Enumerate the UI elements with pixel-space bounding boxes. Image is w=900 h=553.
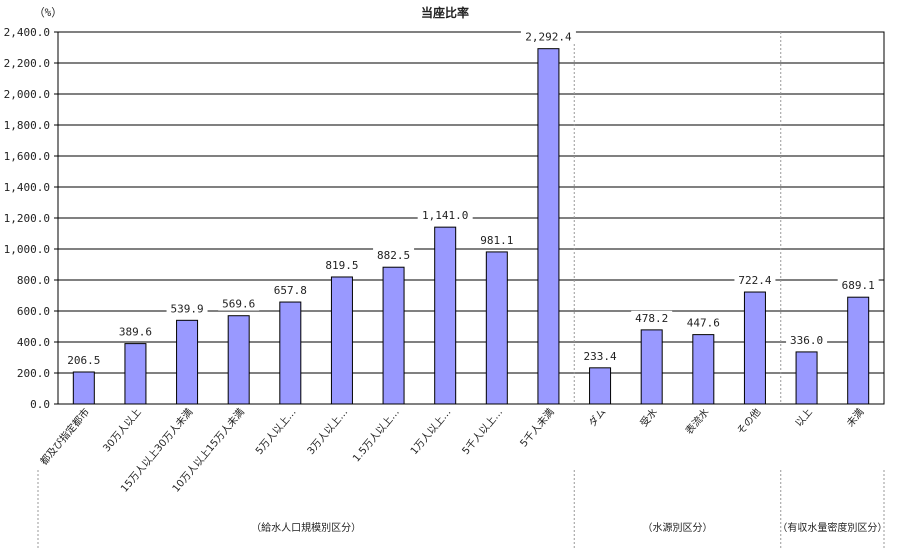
value-labels: 206.5 389.6 539.9 569.6 657.8 819.5 882.5 1,141… xyxy=(63,29,879,367)
value-label-bg xyxy=(269,283,311,298)
grid-layer xyxy=(37,31,885,550)
value-label: 478.2 xyxy=(635,312,668,325)
bar xyxy=(434,226,457,405)
value-label-bg xyxy=(786,332,828,347)
bar xyxy=(176,319,199,405)
category-label: 表流水 xyxy=(682,406,711,437)
bars-layer xyxy=(72,48,870,405)
y-tick-label: 2,000.0 xyxy=(4,88,50,101)
bar xyxy=(485,251,508,405)
value-label-bg xyxy=(166,301,208,316)
value-label: 981.1 xyxy=(480,234,513,247)
bar xyxy=(330,276,353,405)
category-label: 3万人以上… xyxy=(305,406,350,457)
y-tick-label: 1,000.0 xyxy=(4,243,50,256)
value-label: 689.1 xyxy=(842,279,875,292)
category-label: その他 xyxy=(734,406,763,437)
category-label: 1万人以上… xyxy=(408,406,453,457)
y-unit-label: （%） xyxy=(34,6,63,19)
bar xyxy=(795,351,818,405)
chart-title: 当座比率 xyxy=(421,5,469,20)
value-label-bg xyxy=(837,278,879,293)
value-label: 2,292.4 xyxy=(525,31,572,44)
category-label: 30万人以上 xyxy=(101,406,144,454)
y-tick-label: 2,200.0 xyxy=(4,57,50,70)
group-label: （有収水量密度別区分） xyxy=(777,521,887,534)
bar xyxy=(72,371,95,405)
category-label: 5千人未満 xyxy=(518,406,557,449)
category-label: ダム xyxy=(586,406,609,430)
value-label-bg xyxy=(579,348,621,363)
value-label-bg xyxy=(476,232,518,247)
bar xyxy=(743,291,766,405)
y-tick-label: 1,600.0 xyxy=(4,150,50,163)
value-label: 447.6 xyxy=(687,317,720,330)
category-label: 受水 xyxy=(638,406,660,429)
value-label-bg xyxy=(218,296,260,311)
bar xyxy=(124,343,147,405)
y-tick-label: 600.0 xyxy=(17,305,50,318)
value-label: 722.4 xyxy=(738,274,771,287)
bar xyxy=(589,367,612,405)
value-label: 233.4 xyxy=(584,350,617,363)
group-label: （給水人口規模別区分） xyxy=(251,521,361,534)
value-label: 657.8 xyxy=(274,284,307,297)
value-label-bg xyxy=(63,352,105,367)
value-label: 819.5 xyxy=(325,259,358,272)
value-label-bg xyxy=(373,248,415,263)
value-label: 539.9 xyxy=(171,302,204,315)
y-tick-label: 1,400.0 xyxy=(4,181,50,194)
value-label: 389.6 xyxy=(119,326,152,339)
value-label: 1,141.0 xyxy=(422,209,468,222)
group-label: （水源別区分） xyxy=(643,521,713,534)
value-label: 882.5 xyxy=(377,249,410,262)
category-label: 5千人以上… xyxy=(460,406,505,457)
y-tick-label: 400.0 xyxy=(17,336,50,349)
value-label-bg xyxy=(734,273,776,288)
bar xyxy=(279,301,302,405)
bar xyxy=(692,334,715,405)
category-label: 1.5万人以上… xyxy=(350,406,402,464)
value-label-bg xyxy=(631,310,673,325)
value-label-bg xyxy=(321,257,363,272)
value-label-bg xyxy=(682,315,724,330)
y-tick-label: 1,800.0 xyxy=(4,119,50,132)
y-tick-label: 2,400.0 xyxy=(4,26,50,39)
value-label-bg xyxy=(114,324,156,339)
bar xyxy=(640,329,663,405)
category-label: 以上 xyxy=(793,406,815,429)
y-tick-label: 800.0 xyxy=(17,274,50,287)
value-label-bg xyxy=(520,29,576,44)
category-label: 都及び指定都市 xyxy=(37,406,92,468)
value-label: 206.5 xyxy=(67,354,100,367)
y-tick-label: 0.0 xyxy=(30,398,50,411)
value-label: 336.0 xyxy=(790,334,823,347)
bar xyxy=(227,315,250,405)
y-ticks: 0.0 200.0 400.0 600.0 800.0 1,000.0 1,200.0 1,4… xyxy=(4,26,50,411)
y-tick-label: 1,200.0 xyxy=(4,212,50,225)
value-label: 569.6 xyxy=(222,298,255,311)
group-labels: （給水人口規模別区分） （水源別区分） （有収水量密度別区分） xyxy=(251,521,887,534)
category-label: 未満 xyxy=(844,406,866,429)
category-label: 5万人以上… xyxy=(253,406,298,457)
y-tick-label: 200.0 xyxy=(17,367,50,380)
bar xyxy=(537,48,560,405)
bar xyxy=(847,296,870,405)
value-label-bg xyxy=(417,208,473,223)
bar xyxy=(382,266,405,405)
